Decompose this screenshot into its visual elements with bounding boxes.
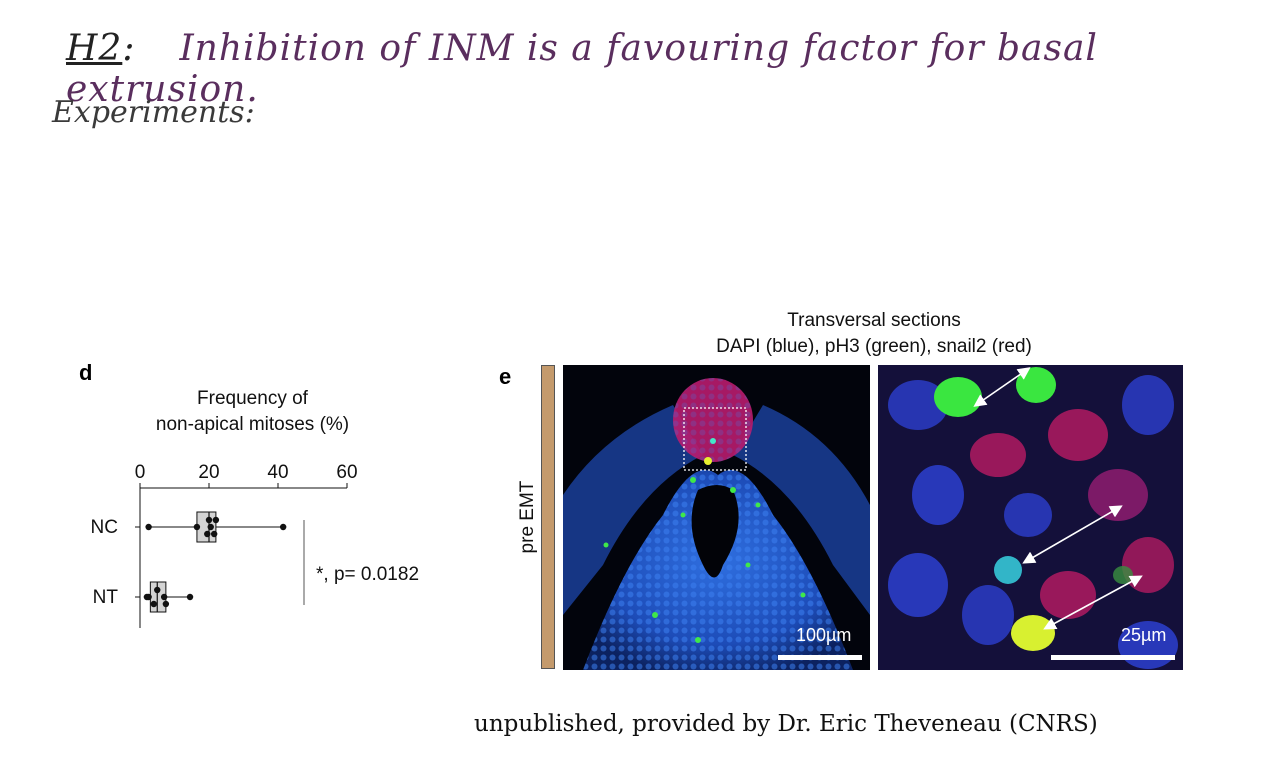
category-label: NT	[93, 587, 119, 608]
box-plot: 0 20 40 60 NC NT *, p= 0.0182	[91, 462, 419, 628]
panel-e-letter: e	[499, 364, 512, 389]
micrograph-zoom-image	[878, 365, 1183, 670]
data-point	[210, 530, 218, 538]
data-point	[186, 593, 194, 601]
data-point	[279, 523, 287, 531]
data-point	[145, 593, 152, 601]
stage-color-bar	[541, 365, 555, 669]
scale-label-left: 100µm	[796, 625, 852, 645]
micrograph-zoom	[878, 365, 1183, 670]
source-credit: unpublished, provided by Dr. Eric Theven…	[474, 711, 1098, 737]
chart-title-line1: Frequency of	[197, 388, 308, 409]
micrograph-overview	[563, 365, 870, 670]
chart-title-line2: non-apical mitoses (%)	[155, 414, 350, 435]
data-point	[193, 523, 201, 531]
significance-label: *, p= 0.0182	[316, 564, 419, 585]
experiments-label: Experiments:	[52, 95, 255, 130]
hypothesis-text: Inhibition of INM is a favouring factor …	[66, 28, 1098, 110]
data-point	[160, 593, 168, 601]
sections-title: Transversal sections	[787, 310, 961, 331]
panel-d-letter: d	[79, 360, 93, 385]
stage-label: pre EMT	[517, 480, 538, 554]
category-label: NC	[91, 517, 118, 538]
scale-bar-left	[778, 655, 862, 660]
hypothesis-tag: H2:	[66, 28, 136, 69]
stain-legend: DAPI (blue), pH3 (green), snail2 (red)	[716, 336, 1032, 357]
data-point	[205, 516, 213, 524]
scale-label-right: 25µm	[1121, 625, 1167, 645]
x-tick-label: 20	[198, 462, 219, 483]
data-point	[150, 600, 157, 608]
hypothesis-heading: H2: Inhibition of INM is a favouring fact…	[66, 28, 1280, 110]
data-point	[212, 516, 220, 524]
data-point	[162, 600, 170, 608]
scale-bar-right	[1051, 655, 1175, 660]
x-tick-label: 0	[135, 462, 146, 483]
x-tick-label: 60	[336, 462, 357, 483]
data-point	[145, 523, 152, 531]
micrograph-overview-image	[563, 365, 870, 670]
data-point	[207, 523, 214, 531]
data-point	[204, 530, 211, 538]
data-point	[154, 586, 161, 594]
x-tick-label: 40	[267, 462, 288, 483]
